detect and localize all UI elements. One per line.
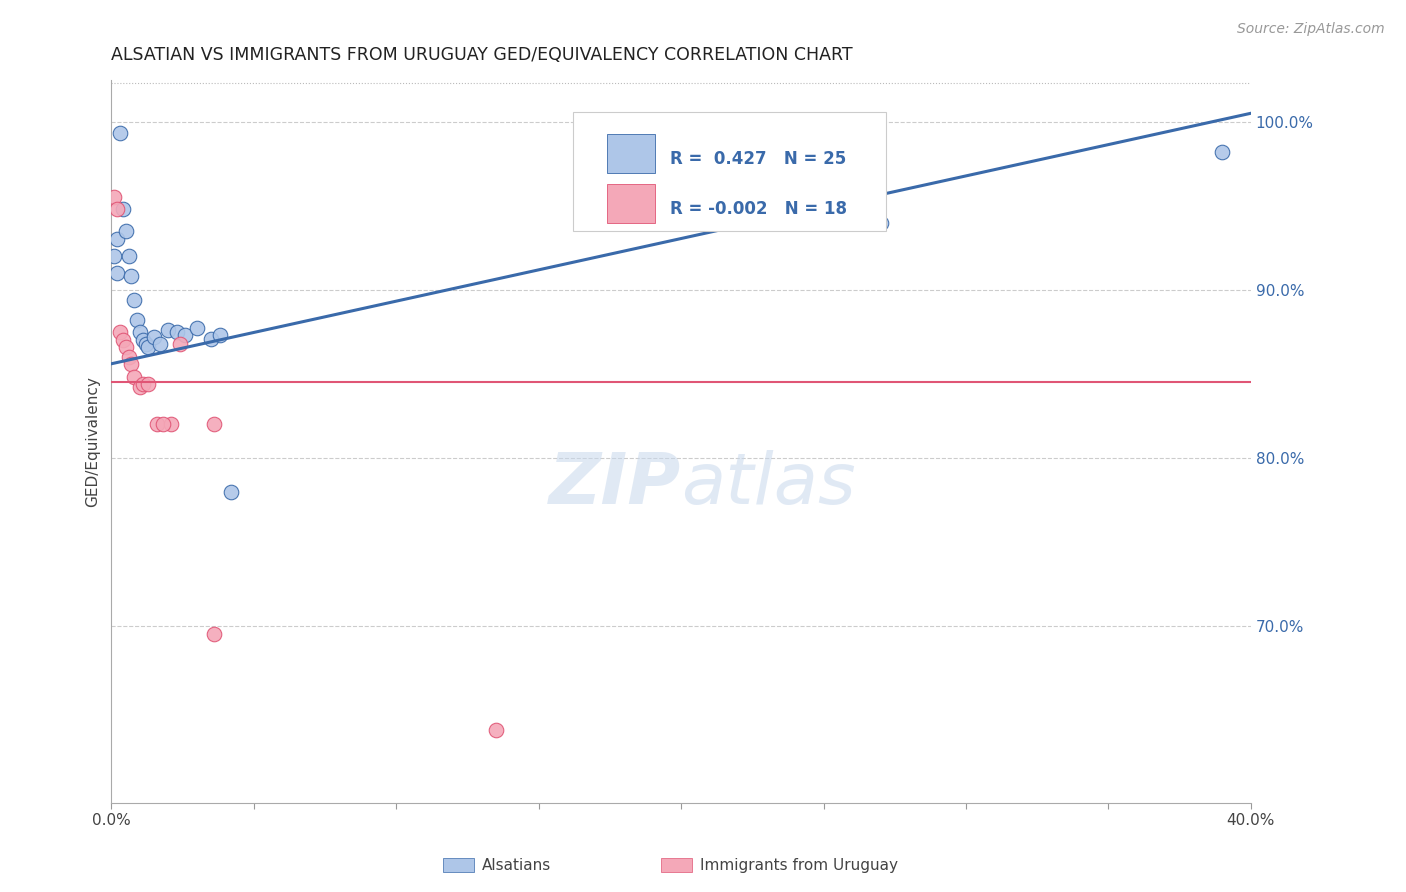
Point xyxy=(128,325,150,339)
Point xyxy=(132,376,155,391)
Text: R =  0.427   N = 25: R = 0.427 N = 25 xyxy=(669,150,846,169)
Point xyxy=(138,376,160,391)
Text: atlas: atlas xyxy=(681,450,856,519)
FancyBboxPatch shape xyxy=(607,184,655,223)
Point xyxy=(111,333,134,347)
Point xyxy=(122,293,145,307)
Point xyxy=(202,417,225,432)
Point xyxy=(157,323,180,337)
Point xyxy=(128,380,150,394)
FancyBboxPatch shape xyxy=(572,112,886,231)
FancyBboxPatch shape xyxy=(607,135,655,173)
Point xyxy=(146,417,169,432)
Point xyxy=(135,336,157,351)
Point xyxy=(114,224,136,238)
Point xyxy=(105,232,128,246)
Point xyxy=(120,357,142,371)
Point xyxy=(143,330,166,344)
Point xyxy=(186,321,208,335)
Point xyxy=(160,417,183,432)
Point xyxy=(117,350,139,364)
Text: Immigrants from Uruguay: Immigrants from Uruguay xyxy=(700,858,898,872)
Point xyxy=(869,216,891,230)
Point xyxy=(111,202,134,216)
Point xyxy=(174,328,197,343)
Text: ALSATIAN VS IMMIGRANTS FROM URUGUAY GED/EQUIVALENCY CORRELATION CHART: ALSATIAN VS IMMIGRANTS FROM URUGUAY GED/… xyxy=(111,46,853,64)
Point xyxy=(149,336,172,351)
Point xyxy=(114,340,136,354)
Point xyxy=(105,202,128,216)
Point xyxy=(169,336,191,351)
Point xyxy=(117,249,139,263)
Point xyxy=(166,325,188,339)
Text: R = -0.002   N = 18: R = -0.002 N = 18 xyxy=(669,200,846,218)
Point xyxy=(108,127,131,141)
Point xyxy=(208,328,231,343)
Point xyxy=(152,417,174,432)
Text: ZIP: ZIP xyxy=(548,450,681,519)
Point xyxy=(122,370,145,384)
Point xyxy=(125,313,148,327)
Text: Source: ZipAtlas.com: Source: ZipAtlas.com xyxy=(1237,22,1385,37)
Point xyxy=(105,266,128,280)
Point xyxy=(202,627,225,641)
Point xyxy=(132,333,155,347)
Point xyxy=(200,332,222,346)
Point xyxy=(120,269,142,284)
Text: Alsatians: Alsatians xyxy=(482,858,551,872)
Point xyxy=(485,723,508,738)
Point xyxy=(1211,145,1233,159)
Y-axis label: GED/Equivalency: GED/Equivalency xyxy=(86,376,100,507)
Point xyxy=(103,249,125,263)
Point xyxy=(138,340,160,354)
Point xyxy=(108,325,131,339)
Point xyxy=(219,484,242,499)
Point xyxy=(103,190,125,204)
